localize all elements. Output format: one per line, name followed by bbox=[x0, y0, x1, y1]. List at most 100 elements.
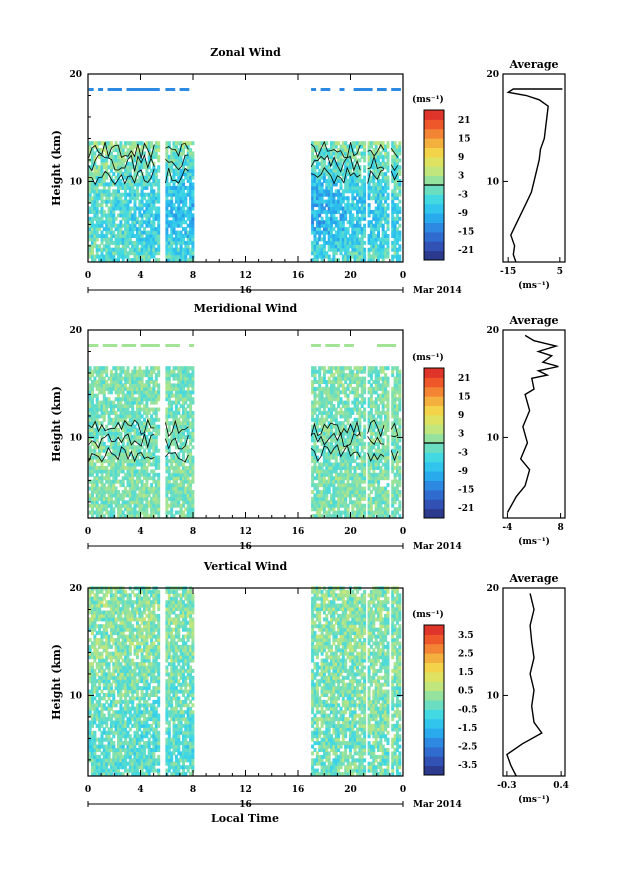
heatmap-cell bbox=[315, 421, 319, 426]
heatmap-cell bbox=[105, 404, 109, 409]
heatmap-cell bbox=[98, 490, 102, 494]
heatmap-cell bbox=[131, 438, 135, 443]
heatmap-cell bbox=[124, 227, 128, 232]
heatmap-cell bbox=[337, 244, 341, 249]
heatmap-cell bbox=[334, 144, 338, 149]
heatmap-cell bbox=[172, 254, 176, 259]
heatmap-cell bbox=[311, 410, 315, 415]
heatmap-cell bbox=[339, 158, 343, 163]
heatmap-cell bbox=[330, 234, 333, 238]
heatmap-cell bbox=[311, 435, 315, 439]
heatmap-cell bbox=[107, 455, 111, 460]
heatmap-cell bbox=[311, 344, 317, 347]
heatmap-cell bbox=[327, 483, 331, 488]
heatmap-cell bbox=[344, 503, 348, 508]
heatmap-cell bbox=[121, 258, 125, 263]
heatmap-cell bbox=[391, 216, 395, 221]
average-x-label: (ms⁻¹) bbox=[518, 280, 550, 291]
heatmap-cell bbox=[145, 144, 149, 149]
heatmap-cell bbox=[131, 213, 135, 218]
heatmap-cell bbox=[344, 185, 348, 190]
heatmap-cell bbox=[341, 216, 345, 221]
heatmap-cell bbox=[157, 196, 161, 201]
heatmap-cell bbox=[124, 476, 128, 481]
heatmap-cell bbox=[351, 234, 355, 238]
heatmap-cell bbox=[102, 496, 106, 501]
heatmap-cell bbox=[165, 189, 169, 194]
heatmap-cell bbox=[367, 161, 371, 166]
heatmap-cell bbox=[363, 428, 367, 433]
heatmap-cell bbox=[191, 431, 195, 436]
heatmap-cell bbox=[157, 500, 161, 505]
heatmap-cell bbox=[112, 507, 116, 512]
heatmap-cell bbox=[119, 503, 123, 508]
heatmap-cell bbox=[325, 199, 329, 204]
heatmap-cell bbox=[117, 148, 120, 153]
heatmap-cell bbox=[379, 383, 383, 388]
heatmap-cell bbox=[121, 390, 125, 395]
heatmap-cell bbox=[121, 417, 125, 422]
heatmap-cell bbox=[341, 483, 345, 488]
heatmap-cell bbox=[95, 397, 99, 402]
heatmap-cell bbox=[167, 421, 171, 426]
heatmap-cell bbox=[126, 161, 130, 166]
heatmap-cell bbox=[327, 366, 331, 371]
heatmap-cell bbox=[152, 459, 156, 464]
heatmap-cell bbox=[327, 189, 331, 194]
heatmap-cell bbox=[131, 175, 135, 180]
heatmap-cell bbox=[174, 247, 178, 252]
heatmap-cell bbox=[145, 465, 149, 470]
heatmap-cell bbox=[124, 400, 128, 405]
colorbar-swatch bbox=[424, 166, 444, 177]
heatmap-cell bbox=[191, 465, 195, 470]
heatmap-cell bbox=[177, 213, 181, 218]
heatmap-cell bbox=[353, 144, 357, 149]
heatmap-cell bbox=[91, 469, 94, 474]
heatmap-cell bbox=[334, 462, 338, 467]
heatmap-cell bbox=[325, 383, 329, 388]
heatmap-cell bbox=[174, 435, 178, 439]
heatmap-cell bbox=[128, 223, 132, 228]
heatmap-cell bbox=[135, 206, 139, 211]
heatmap-cell bbox=[131, 496, 135, 501]
heatmap-cell bbox=[189, 168, 193, 173]
heatmap-cell bbox=[140, 165, 144, 170]
heatmap-cell bbox=[154, 230, 158, 235]
heatmap-cell bbox=[143, 486, 146, 491]
heatmap-cell bbox=[353, 397, 357, 402]
heatmap-cell bbox=[109, 203, 113, 208]
heatmap-cell bbox=[346, 209, 350, 214]
heatmap-cell bbox=[311, 369, 315, 374]
heatmap-cell bbox=[341, 199, 345, 204]
heatmap-cell bbox=[330, 448, 333, 453]
heatmap-cell bbox=[363, 376, 367, 381]
heatmap-cell bbox=[327, 510, 331, 515]
heatmap-cell bbox=[377, 209, 380, 214]
heatmap-cell bbox=[140, 216, 144, 221]
heatmap-cell bbox=[363, 459, 367, 464]
heatmap-cell bbox=[128, 151, 132, 156]
heatmap-cell bbox=[157, 483, 161, 488]
heatmap-cell bbox=[184, 514, 188, 519]
heatmap-cell bbox=[114, 448, 118, 453]
heatmap-cell bbox=[186, 410, 190, 415]
heatmap-cell bbox=[105, 452, 109, 457]
heatmap-cell bbox=[143, 404, 146, 409]
heatmap-cell bbox=[398, 141, 402, 146]
heatmap-cell bbox=[145, 168, 149, 173]
heatmap-cell bbox=[100, 493, 104, 498]
heatmap-cell bbox=[170, 410, 174, 415]
heatmap-cell bbox=[341, 175, 345, 180]
heatmap-cell bbox=[177, 196, 181, 201]
heatmap-cell bbox=[174, 393, 178, 398]
heatmap-cell bbox=[98, 179, 102, 183]
heatmap-cell bbox=[150, 452, 154, 457]
heatmap-cell bbox=[386, 251, 390, 256]
heatmap-cell bbox=[348, 165, 352, 170]
heatmap-cell bbox=[344, 407, 348, 412]
heatmap-cell bbox=[356, 251, 359, 256]
heatmap-cell bbox=[182, 366, 185, 371]
heatmap-cell bbox=[332, 435, 336, 439]
heatmap-cell bbox=[334, 172, 338, 177]
heatmap-cell bbox=[172, 148, 176, 153]
